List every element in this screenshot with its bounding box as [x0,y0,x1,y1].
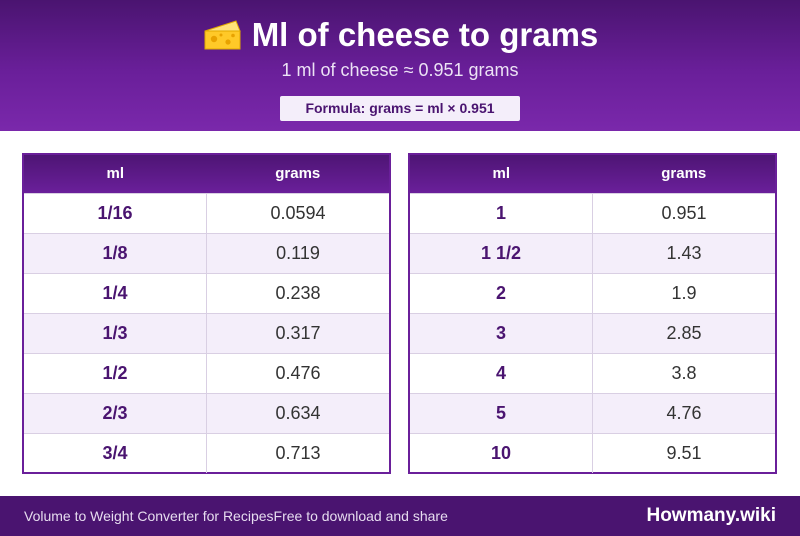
grams-cell: 2.85 [592,312,775,353]
grams-cell: 0.634 [206,392,389,433]
column-header-ml: ml [410,155,593,193]
grams-cell: 0.0594 [206,192,389,233]
ml-cell: 5 [410,392,593,433]
ml-cell: 4 [410,352,593,393]
table-header-row: ml grams [24,155,389,193]
table-row: 5 4.76 [410,392,775,433]
column-header-ml: ml [24,155,207,193]
grams-cell: 1.43 [592,232,775,273]
grams-cell: 0.476 [206,352,389,393]
grams-cell: 0.119 [206,232,389,273]
ml-cell: 1/4 [24,272,207,313]
ml-cell: 1/16 [24,192,207,233]
conversion-subtitle: 1 ml of cheese ≈ 0.951 grams [281,60,519,80]
page-title: Ml of cheese to grams [251,16,599,53]
table-row: 1 1/2 1.43 [410,232,775,273]
footer-share-note: Free to download and share [273,508,448,524]
formula-badge: Formula: grams = ml × 0.951 [280,96,520,121]
table-row: 1/2 0.476 [24,352,389,393]
table-row: 3/4 0.713 [24,432,389,473]
ml-cell: 3/4 [24,432,207,473]
grams-cell: 3.8 [592,352,775,393]
table-row: 4 3.8 [410,352,775,393]
table-row: 1/16 0.0594 [24,192,389,233]
grams-cell: 0.238 [206,272,389,313]
header-banner: Ml of cheese to grams 1 ml of cheese ≈ 0… [0,0,800,131]
ml-cell: 1 [410,192,593,233]
table-row: 1/4 0.238 [24,272,389,313]
conversion-table-right: ml grams 1 0.951 1 1/2 1.43 2 1.9 3 2.85 [408,153,777,474]
table-row: 1 0.951 [410,192,775,233]
conversion-table-left: ml grams 1/16 0.0594 1/8 0.119 1/4 0.238… [22,153,391,474]
table-row: 2 1.9 [410,272,775,313]
ml-cell: 1 1/2 [410,232,593,273]
column-header-grams: grams [206,155,389,193]
cheese-icon [202,17,242,53]
grams-cell: 0.713 [206,432,389,473]
table-row: 2/3 0.634 [24,392,389,433]
ml-cell: 2/3 [24,392,207,433]
ml-cell: 2 [410,272,593,313]
table-header-row: ml grams [410,155,775,193]
table-row: 3 2.85 [410,312,775,353]
grams-cell: 0.317 [206,312,389,353]
ml-cell: 1/2 [24,352,207,393]
table-row: 10 9.51 [410,432,775,473]
grams-cell: 0.951 [592,192,775,233]
title-row: Ml of cheese to grams [0,14,800,56]
ml-cell: 3 [410,312,593,353]
grams-cell: 9.51 [592,432,775,473]
grams-cell: 1.9 [592,272,775,313]
table-row: 1/3 0.317 [24,312,389,353]
ml-cell: 10 [410,432,593,473]
footer-bar: Volume to Weight Converter for Recipes F… [0,496,800,536]
grams-cell: 4.76 [592,392,775,433]
footer-tagline: Volume to Weight Converter for Recipes [24,508,274,524]
column-header-grams: grams [592,155,775,193]
ml-cell: 1/3 [24,312,207,353]
ml-cell: 1/8 [24,232,207,273]
brand-logo-text[interactable]: Howmany.wiki [646,505,776,526]
table-row: 1/8 0.119 [24,232,389,273]
